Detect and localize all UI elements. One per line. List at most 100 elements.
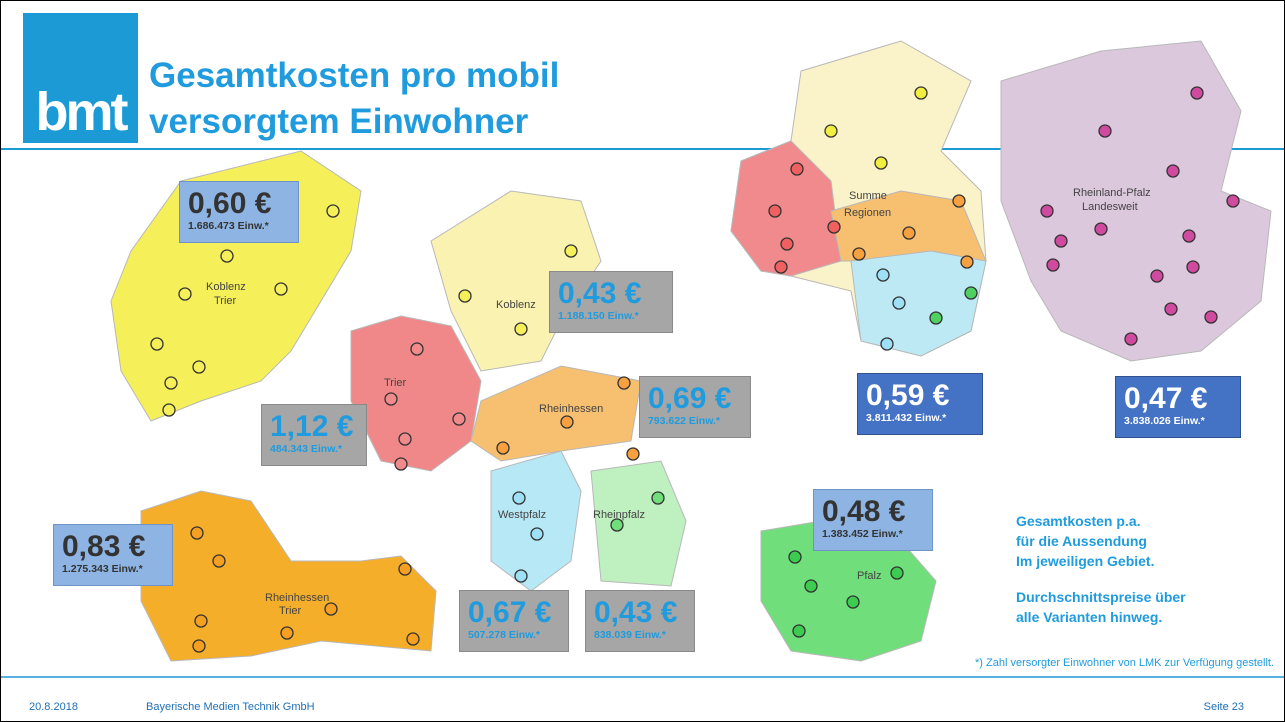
- map-label: Koblenz: [496, 299, 536, 311]
- note-line: Durchschnittspreise über: [1016, 589, 1186, 605]
- location-dot: [514, 569, 528, 583]
- location-dot: [496, 441, 510, 455]
- location-dot: [824, 124, 838, 138]
- location-dot: [150, 337, 164, 351]
- logo: bmt: [23, 13, 138, 143]
- location-dot: [960, 255, 974, 269]
- footer-page: Seite 23: [1203, 701, 1244, 713]
- location-dot: [452, 412, 466, 426]
- location-dot: [192, 360, 206, 374]
- location-dot: [788, 550, 802, 564]
- price: 0,83 €: [62, 530, 146, 563]
- location-dot: [914, 86, 928, 100]
- location-dot: [1040, 204, 1054, 218]
- location-dot: [852, 247, 866, 261]
- location-dot: [651, 491, 665, 505]
- location-dot: [874, 156, 888, 170]
- population: 1.188.150 Einw.*: [558, 310, 639, 322]
- price-box: 0,48 €1.383.452 Einw.*: [813, 489, 933, 551]
- location-dot: [324, 602, 338, 616]
- location-dot: [1150, 269, 1164, 283]
- map-shapes: [110, 40, 1272, 662]
- location-dot: [398, 432, 412, 446]
- location-dot: [768, 204, 782, 218]
- location-dot: [626, 447, 640, 461]
- location-dot: [1054, 234, 1068, 248]
- location-dot: [952, 194, 966, 208]
- footnote: *) Zahl versorgter Einwohner von LMK zur…: [975, 657, 1274, 669]
- population: 1.686.473 Einw.*: [188, 220, 269, 232]
- location-dot: [964, 286, 978, 300]
- price-box: 1,12 €484.343 Einw.*: [261, 404, 367, 466]
- title-line: versorgtem Einwohner: [149, 102, 529, 141]
- population: 1.383.452 Einw.*: [822, 528, 903, 540]
- location-dot: [280, 626, 294, 640]
- location-dot: [274, 282, 288, 296]
- price: 0,48 €: [822, 495, 906, 528]
- location-dot: [1182, 229, 1196, 243]
- location-dot: [892, 296, 906, 310]
- location-dot: [929, 311, 943, 325]
- map-label: Summe: [849, 190, 887, 202]
- location-dot: [846, 595, 860, 609]
- population: 507.278 Einw.*: [468, 629, 540, 641]
- location-dot: [384, 392, 398, 406]
- location-dot: [190, 526, 204, 540]
- note-line: alle Varianten hinweg.: [1016, 609, 1163, 625]
- location-dot: [1094, 222, 1108, 236]
- footer-company: Bayerische Medien Technik GmbH: [146, 701, 315, 713]
- price: 0,60 €: [188, 187, 272, 220]
- location-dot: [192, 639, 206, 653]
- map-label: Rheinpfalz: [593, 509, 645, 521]
- map-label: Landesweit: [1082, 201, 1138, 213]
- price-box: 0,43 €838.039 Einw.*: [585, 590, 695, 652]
- location-dot: [1190, 86, 1204, 100]
- title: Gesamtkosten pro mobil versorgtem Einwohn…: [149, 53, 559, 145]
- location-dot: [1186, 260, 1200, 274]
- location-dot: [178, 287, 192, 301]
- price-box: 0,47 €3.838.026 Einw.*: [1115, 376, 1241, 438]
- population: 793.622 Einw.*: [648, 415, 720, 427]
- location-dot: [458, 289, 472, 303]
- location-dot: [212, 554, 226, 568]
- footer-date: 20.8.2018: [29, 701, 78, 713]
- location-dot: [1098, 124, 1112, 138]
- price-box: 0,59 €3.811.432 Einw.*: [857, 373, 983, 435]
- population: 484.343 Einw.*: [270, 443, 342, 455]
- location-dot: [1164, 302, 1178, 316]
- note-line: Gesamtkosten p.a.: [1016, 513, 1141, 529]
- location-dot: [194, 614, 208, 628]
- price: 0,67 €: [468, 596, 552, 629]
- map-label: Rheinhessen: [539, 403, 604, 415]
- location-dot: [1046, 258, 1060, 272]
- map-label: Pfalz: [857, 570, 882, 582]
- map-label: Koblenz: [206, 281, 246, 293]
- location-dot: [410, 342, 424, 356]
- price: 0,43 €: [594, 596, 678, 629]
- population: 1.275.343 Einw.*: [62, 563, 143, 575]
- location-dot: [1124, 332, 1138, 346]
- map-label: Rheinhessen: [265, 592, 330, 604]
- map-label: Westpfalz: [498, 509, 547, 521]
- location-dot: [610, 518, 624, 532]
- location-dot: [326, 204, 340, 218]
- price-box: 0,69 €793.622 Einw.*: [639, 376, 751, 438]
- location-dot: [398, 562, 412, 576]
- price-box: 0,67 €507.278 Einw.*: [459, 590, 569, 652]
- location-dot: [560, 415, 574, 429]
- price: 0,47 €: [1124, 382, 1208, 415]
- note-line: Im jeweiligen Gebiet.: [1016, 553, 1155, 569]
- price-box: 0,83 €1.275.343 Einw.*: [53, 524, 173, 586]
- location-dot: [774, 260, 788, 274]
- location-dot: [790, 162, 804, 176]
- location-dot: [890, 566, 904, 580]
- map-label: Trier: [279, 605, 302, 617]
- location-dot: [780, 237, 794, 251]
- price: 1,12 €: [270, 410, 354, 443]
- title-line: Gesamtkosten pro mobil: [149, 56, 560, 95]
- price: 0,69 €: [648, 382, 732, 415]
- map-label: Regionen: [844, 207, 892, 219]
- price-box: 0,60 €1.686.473 Einw.*: [179, 181, 299, 243]
